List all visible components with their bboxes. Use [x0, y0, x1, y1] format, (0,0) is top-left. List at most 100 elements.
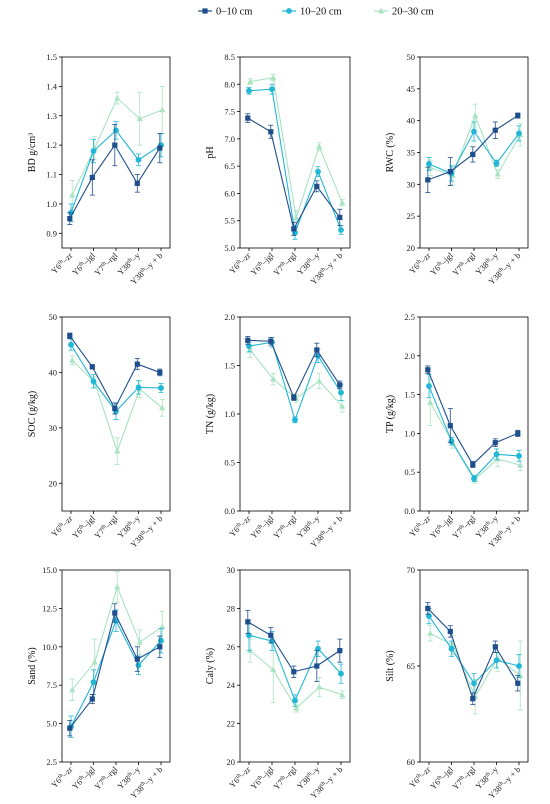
x-tick-label-sup: th — [57, 773, 65, 781]
y-tick-label: 8.5 — [224, 52, 235, 62]
y-tick-label: 1.5 — [224, 361, 235, 371]
data-point — [69, 191, 76, 198]
y-tick-label: 26 — [227, 642, 236, 652]
y-tick-label: 6.5 — [224, 161, 235, 171]
series-line — [428, 615, 520, 685]
x-tick-label-sup: th — [497, 780, 505, 788]
series-2 — [69, 85, 166, 211]
plot-frame — [239, 316, 351, 512]
data-point — [470, 696, 476, 702]
x-tick-label-sup: th — [319, 780, 327, 788]
series-2 — [69, 571, 166, 701]
x-tick-label: Y7th–rgl — [271, 513, 299, 541]
data-point — [270, 666, 277, 673]
legend-label: 20–30 cm — [392, 7, 434, 18]
series-2 — [247, 74, 346, 227]
y-axis-label: Caly (%) — [205, 648, 216, 684]
y-tick-label: 30 — [49, 423, 58, 433]
x-tick-label-sup: th — [100, 775, 108, 783]
data-point — [471, 680, 477, 687]
plot-frame — [419, 569, 529, 763]
data-point — [134, 361, 140, 367]
data-point — [515, 430, 521, 436]
data-point — [69, 357, 76, 363]
data-point — [91, 658, 98, 665]
y-tick-label: 22 — [227, 719, 236, 729]
y-tick-label: 50 — [49, 312, 58, 322]
x-tick-label-sup: th — [319, 529, 327, 537]
data-point — [270, 375, 277, 382]
y-axis-label: TP (g/kg) — [385, 395, 396, 433]
data-point — [268, 129, 274, 135]
data-point — [293, 705, 300, 711]
data-point — [245, 115, 251, 121]
y-tick-label: 2.5 — [46, 757, 57, 767]
y-tick-label: 1.0 — [46, 199, 57, 209]
y-tick-label: 10.0 — [42, 642, 57, 652]
data-point — [494, 170, 501, 177]
data-point — [426, 383, 432, 389]
series-line — [248, 634, 342, 702]
x-tick-label: Y7th–rgl — [450, 764, 478, 792]
data-point — [134, 180, 140, 186]
series-1 — [246, 83, 344, 240]
y-tick-label: 65 — [407, 661, 416, 671]
data-point — [472, 112, 479, 118]
data-point — [159, 404, 166, 411]
data-point — [337, 382, 343, 388]
data-point — [516, 663, 522, 669]
data-point — [291, 226, 297, 232]
data-point — [246, 343, 252, 349]
data-point — [339, 199, 346, 206]
x-tick-label-sup: th — [100, 261, 108, 269]
series-line — [69, 335, 160, 410]
y-tick-label: 5.0 — [224, 243, 235, 253]
data-point — [158, 637, 164, 644]
x-tick-label-sup: th — [484, 520, 492, 528]
x-tick-label: Y7th–rgl — [271, 250, 299, 278]
data-point — [268, 632, 274, 638]
data-point — [316, 143, 323, 149]
data-point — [269, 86, 275, 93]
series-0 — [425, 112, 521, 194]
data-point — [246, 632, 252, 639]
chart-panel: 0.91.01.11.21.31.41.5BD g/cm³Y6th–zrY6th… — [27, 52, 171, 286]
data-point — [493, 657, 500, 664]
y-tick-label: 28 — [227, 603, 236, 613]
x-tick-label: Y6th–jgl — [248, 250, 276, 278]
data-point — [338, 670, 344, 677]
y-tick-label: 0.9 — [46, 228, 57, 238]
series-1 — [68, 609, 164, 738]
data-point — [516, 130, 522, 137]
data-point — [493, 160, 500, 167]
x-tick-label-sup: th — [458, 524, 466, 532]
x-tick-label: Y7th–rgl — [92, 250, 120, 278]
x-tick-label-sup: th — [484, 257, 492, 265]
data-point — [90, 378, 97, 385]
series-0 — [67, 124, 163, 225]
x-tick-label-sup: th — [126, 771, 134, 779]
data-point — [268, 338, 274, 344]
data-point — [113, 127, 119, 134]
plot-frame — [61, 569, 171, 763]
y-tick-label: 40 — [49, 367, 58, 377]
x-tick-label: Y7th–rgl — [450, 513, 478, 541]
data-point — [247, 78, 254, 84]
data-point — [425, 605, 431, 611]
x-tick-label-sup: th — [126, 520, 134, 528]
y-tick-label: 24 — [227, 680, 236, 690]
data-point — [135, 662, 142, 669]
x-tick-label: Y6th–jgl — [70, 513, 98, 541]
data-point — [112, 405, 118, 412]
x-tick-label-sup: th — [235, 259, 243, 267]
y-tick-label: 0.5 — [404, 467, 415, 477]
data-point — [114, 447, 121, 454]
data-point — [425, 177, 431, 183]
data-point — [245, 619, 251, 625]
y-tick-label: 12.5 — [42, 603, 57, 613]
x-tick-label-sup: th — [235, 773, 243, 781]
chart-panels: 0.91.01.11.21.31.41.5BD g/cm³Y6th–zrY6th… — [27, 52, 529, 800]
series-line — [70, 344, 162, 413]
y-axis-label: SOC (g/kg) — [27, 391, 38, 437]
